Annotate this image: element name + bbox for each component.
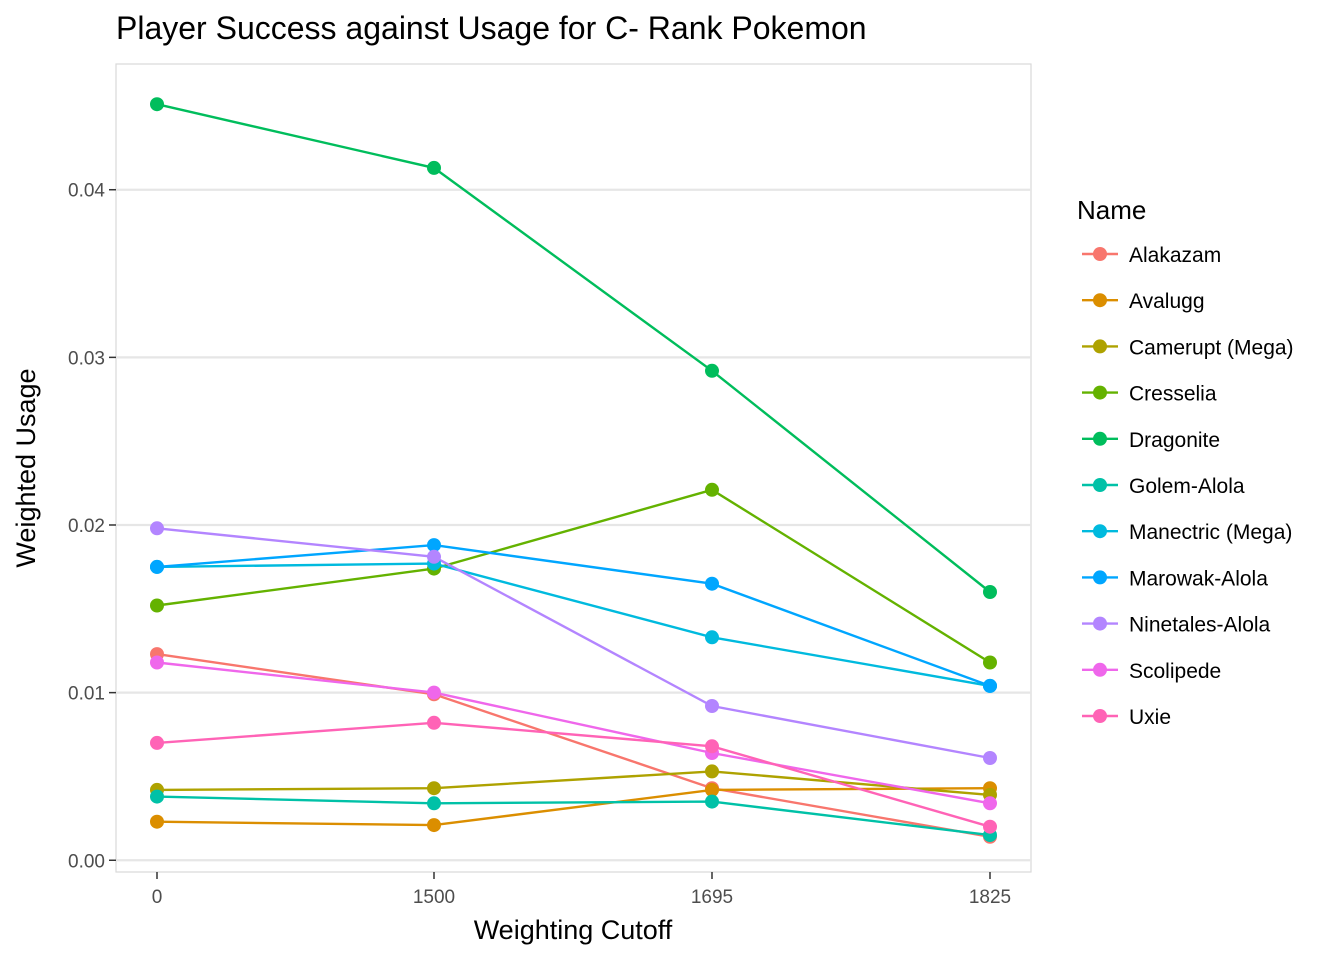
legend-label: Ninetales-Alola	[1129, 614, 1271, 637]
plot-panel	[115, 63, 1032, 873]
legend-key-point	[1093, 709, 1107, 723]
data-point	[705, 482, 719, 497]
data-point	[427, 160, 441, 175]
data-point	[150, 97, 164, 112]
data-point	[150, 559, 164, 574]
data-point	[705, 782, 719, 797]
legend-key-point	[1093, 662, 1107, 677]
gridlines	[116, 188, 1031, 862]
x-tick-label: 1825	[969, 887, 1011, 908]
legend-label: Cresselia	[1129, 383, 1217, 406]
x-tick-label: 0	[152, 887, 163, 908]
legend-key-point	[1093, 478, 1107, 492]
legend-label: Golem-Alola	[1129, 475, 1245, 498]
legend-item: Uxie	[1082, 706, 1171, 729]
legend-item: Cresselia	[1082, 383, 1217, 406]
x-tick-label: 1500	[413, 887, 455, 908]
data-point	[427, 818, 441, 833]
data-point	[983, 655, 997, 670]
legend-label: Uxie	[1129, 706, 1171, 729]
x-tick-label: 1695	[691, 887, 733, 908]
series-line-alakazam	[156, 652, 991, 838]
x-axis: 0 1500 1695 1825	[152, 872, 1011, 908]
legend-item: Ninetales-Alola	[1082, 614, 1271, 637]
chart-title: Player Success against Usage for C- Rank…	[116, 10, 867, 46]
legend-key-point	[1093, 293, 1107, 308]
data-point	[705, 699, 719, 713]
data-point	[427, 796, 441, 811]
data-point	[427, 715, 441, 730]
data-point	[150, 789, 164, 804]
y-tick-label: 0.00	[68, 851, 105, 872]
legend-key-point	[1093, 570, 1107, 585]
legend-label: Avalugg	[1129, 290, 1205, 313]
series-line-manectric-mega	[156, 562, 991, 688]
legend-items: Alakazam Avalugg Camerupt (Mega) Cresselia D…	[1082, 244, 1294, 729]
legend-label: Marowak-Alola	[1129, 567, 1268, 590]
x-axis-title: Weighting Cutoff	[474, 915, 673, 945]
series-line-marowak-alola	[156, 543, 991, 688]
y-axis: 0.00 0.01 0.02 0.03 0.04	[68, 181, 116, 872]
series-line-uxie	[156, 721, 991, 828]
data-point	[983, 819, 997, 834]
legend-label: Scolipede	[1129, 660, 1221, 683]
data-point	[150, 814, 164, 829]
data-point	[983, 796, 997, 811]
data-point	[983, 678, 997, 693]
legend-label: Alakazam	[1129, 244, 1221, 267]
data-point	[427, 685, 441, 700]
legend-label: Manectric (Mega)	[1129, 521, 1292, 544]
y-tick-label: 0.04	[68, 181, 105, 202]
series-lines	[150, 97, 997, 844]
data-point	[427, 538, 441, 553]
legend-item: Camerupt (Mega)	[1082, 336, 1294, 359]
series-line-camerupt-mega	[156, 770, 991, 797]
legend-item: Marowak-Alola	[1082, 567, 1268, 590]
legend-item: Golem-Alola	[1082, 475, 1245, 498]
data-point	[705, 794, 719, 809]
series-line-ninetales-alola	[156, 527, 991, 760]
legend-key-point	[1093, 385, 1107, 400]
data-point	[983, 585, 997, 599]
series-line-scolipede	[156, 661, 991, 805]
data-point	[427, 549, 441, 564]
legend-item: Scolipede	[1082, 660, 1221, 683]
series-line-cresselia	[156, 488, 991, 664]
series-line-avalugg	[156, 787, 991, 827]
legend-key-point	[1093, 247, 1107, 261]
legend-key-point	[1093, 431, 1107, 446]
plot-panel-border	[115, 63, 1032, 873]
y-axis-title: Weighted Usage	[11, 368, 41, 567]
data-point	[983, 751, 997, 765]
data-point	[150, 655, 164, 670]
legend-label: Camerupt (Mega)	[1129, 336, 1294, 359]
legend-item: Dragonite	[1082, 429, 1220, 452]
legend-title: Name	[1077, 195, 1146, 225]
data-point	[705, 739, 719, 754]
legend: Name Alakazam Avalugg Camerupt (Mega) Cress…	[1077, 195, 1294, 729]
data-point	[705, 363, 719, 378]
data-point	[150, 598, 164, 613]
y-tick-label: 0.02	[68, 516, 105, 537]
data-point	[705, 576, 719, 591]
series-line-dragonite	[156, 103, 991, 593]
legend-key-point	[1093, 524, 1107, 539]
y-tick-label: 0.03	[68, 348, 105, 369]
legend-key-point	[1093, 339, 1107, 354]
legend-item: Manectric (Mega)	[1082, 521, 1292, 544]
data-point	[150, 735, 164, 750]
data-point	[150, 521, 164, 536]
data-point	[427, 781, 441, 796]
legend-item: Avalugg	[1082, 290, 1205, 313]
legend-key-point	[1093, 616, 1107, 631]
data-point	[705, 630, 719, 645]
legend-item: Alakazam	[1082, 244, 1221, 267]
y-tick-label: 0.01	[68, 684, 105, 705]
series-line-golem-alola	[156, 795, 991, 837]
data-point	[705, 764, 719, 779]
legend-label: Dragonite	[1129, 429, 1220, 452]
